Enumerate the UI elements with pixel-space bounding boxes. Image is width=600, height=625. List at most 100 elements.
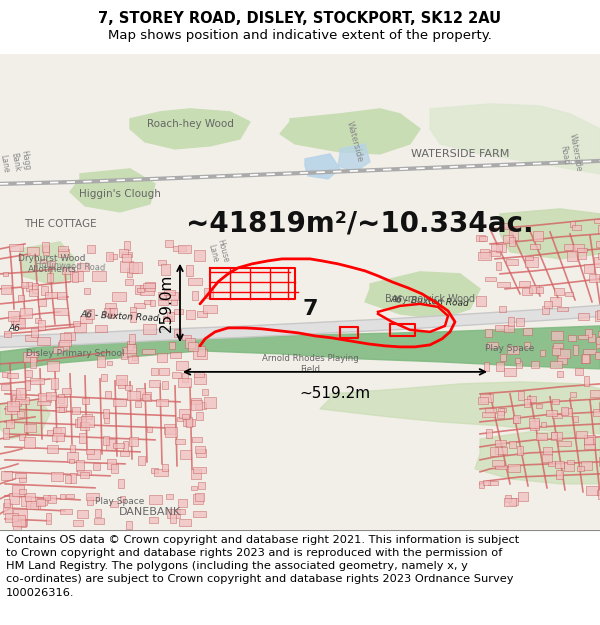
Text: A6: A6 — [8, 324, 20, 333]
Bar — [596, 490, 600, 495]
Bar — [484, 362, 489, 371]
Bar — [594, 257, 600, 267]
Bar — [113, 442, 124, 449]
Bar — [516, 361, 521, 368]
Bar — [509, 230, 518, 240]
Bar — [163, 316, 172, 321]
Bar — [515, 318, 524, 326]
Bar — [185, 419, 193, 426]
Polygon shape — [500, 209, 600, 259]
Bar — [556, 470, 563, 479]
Bar — [514, 415, 520, 422]
Bar — [576, 431, 587, 437]
Text: Play Space: Play Space — [95, 498, 145, 506]
Bar — [188, 278, 202, 285]
Bar — [113, 399, 126, 406]
Bar — [135, 401, 140, 408]
Bar — [595, 219, 600, 223]
Bar — [551, 331, 563, 341]
Bar — [76, 419, 86, 427]
Bar — [127, 341, 133, 349]
Bar — [524, 342, 530, 348]
Bar — [581, 461, 592, 470]
Bar — [496, 262, 501, 270]
Bar — [37, 498, 47, 504]
Bar — [180, 450, 191, 459]
Bar — [164, 290, 175, 296]
Bar — [177, 416, 185, 421]
Text: Arnold Rhodes Playing
Field: Arnold Rhodes Playing Field — [262, 354, 358, 374]
Bar — [557, 371, 563, 378]
Bar — [578, 334, 588, 339]
Bar — [495, 465, 507, 469]
Bar — [536, 404, 542, 408]
Text: DANEBANK: DANEBANK — [119, 507, 181, 517]
Bar — [496, 326, 508, 331]
Bar — [202, 389, 208, 394]
Bar — [60, 332, 71, 342]
Bar — [87, 449, 100, 459]
Bar — [26, 352, 38, 357]
Bar — [59, 340, 71, 346]
Bar — [172, 372, 181, 378]
Bar — [143, 324, 156, 334]
Bar — [106, 439, 115, 450]
Bar — [37, 338, 50, 345]
Bar — [121, 252, 132, 258]
Bar — [145, 299, 151, 304]
Bar — [597, 310, 600, 319]
Bar — [584, 444, 595, 449]
Bar — [519, 281, 530, 287]
Bar — [521, 288, 532, 295]
Bar — [47, 445, 58, 453]
Bar — [138, 456, 145, 465]
Bar — [553, 342, 563, 348]
Bar — [562, 408, 572, 416]
Bar — [32, 283, 38, 293]
Bar — [72, 272, 78, 282]
Bar — [57, 292, 66, 299]
Bar — [65, 494, 74, 498]
Bar — [119, 249, 128, 257]
Text: 7, STOREY ROAD, DISLEY, STOCKPORT, SK12 2AU: 7, STOREY ROAD, DISLEY, STOCKPORT, SK12 … — [98, 11, 502, 26]
Bar — [194, 250, 205, 261]
Bar — [101, 374, 107, 381]
Bar — [595, 311, 600, 321]
Bar — [19, 489, 26, 494]
Bar — [570, 221, 575, 227]
Bar — [92, 271, 106, 281]
Bar — [127, 391, 140, 401]
Bar — [524, 399, 530, 408]
Bar — [31, 357, 36, 368]
Bar — [572, 225, 581, 230]
Bar — [490, 447, 497, 456]
Bar — [584, 264, 594, 273]
Bar — [497, 282, 510, 287]
Bar — [478, 253, 491, 260]
Bar — [105, 303, 116, 309]
Bar — [120, 496, 125, 502]
Bar — [558, 349, 570, 358]
Bar — [143, 392, 151, 401]
Bar — [137, 288, 143, 292]
Bar — [43, 495, 50, 500]
Bar — [8, 244, 23, 251]
Bar — [87, 245, 95, 253]
Bar — [553, 399, 559, 404]
Bar — [97, 356, 105, 367]
Bar — [95, 325, 107, 332]
Bar — [192, 438, 202, 442]
Bar — [50, 472, 63, 481]
Polygon shape — [0, 326, 600, 372]
Bar — [162, 381, 167, 389]
Bar — [36, 499, 45, 506]
Bar — [191, 469, 201, 479]
Bar — [486, 429, 492, 438]
Polygon shape — [20, 242, 75, 284]
Bar — [596, 343, 600, 348]
Bar — [508, 464, 520, 472]
Bar — [59, 404, 65, 412]
Bar — [196, 449, 206, 458]
Bar — [566, 251, 577, 261]
Bar — [53, 347, 64, 353]
